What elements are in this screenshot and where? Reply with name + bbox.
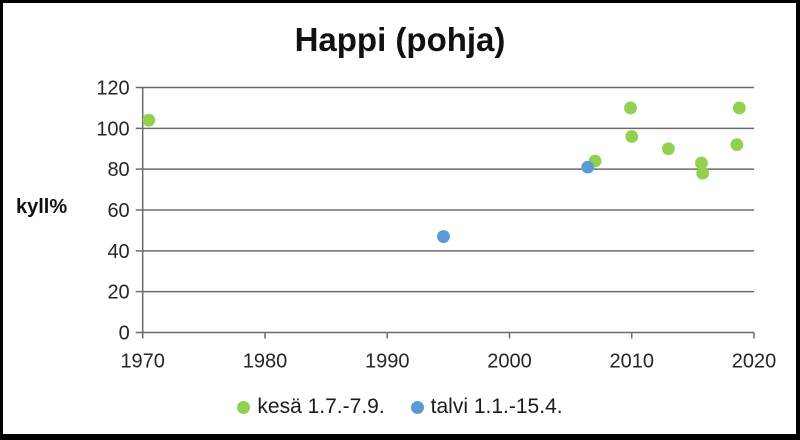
frame-border-left — [0, 0, 3, 440]
data-point-summer — [696, 166, 710, 180]
y-tick-label: 100 — [96, 118, 129, 140]
y-tick-label: 120 — [96, 78, 129, 100]
x-tick-label: 2020 — [732, 351, 777, 373]
data-point-summer — [732, 101, 746, 115]
data-point-winter — [437, 230, 450, 243]
y-axis-label: kyll% — [16, 196, 68, 218]
data-point-summer — [624, 101, 637, 115]
data-point-summer — [142, 113, 156, 127]
x-tick-label: 2010 — [609, 351, 654, 373]
x-tick-label: 2000 — [487, 351, 532, 373]
x-tick-label: 1980 — [243, 351, 288, 373]
data-point-summer — [730, 138, 744, 152]
frame-border-right — [796, 0, 800, 440]
frame-border-bottom — [0, 434, 800, 440]
y-tick-label: 60 — [107, 200, 129, 222]
y-tick-label: 80 — [107, 159, 129, 181]
y-tick-label: 0 — [119, 323, 130, 345]
data-point-summer — [625, 130, 639, 143]
legend-label-summer: kesä 1.7.-7.9. — [257, 395, 385, 418]
legend-label-winter: talvi 1.1.-15.4. — [430, 395, 563, 418]
y-tick-label: 20 — [107, 282, 129, 304]
winter-series-marker-icon — [410, 400, 424, 414]
legend-item-summer: kesä 1.7.-7.9. — [237, 395, 385, 419]
x-tick-label: 1990 — [365, 351, 410, 373]
x-tick-label: 1970 — [120, 351, 165, 373]
data-point-winter — [581, 160, 595, 174]
legend-item-winter: talvi 1.1.-15.4. — [410, 395, 563, 419]
chart-title: Happi (pohja) — [294, 21, 506, 58]
legend: kesä 1.7.-7.9. talvi 1.1.-15.4. — [0, 395, 800, 419]
data-point-summer — [695, 156, 708, 170]
frame-border-top — [0, 0, 800, 3]
data-point-summer — [662, 142, 675, 156]
summer-series-marker-icon — [237, 400, 251, 414]
y-tick-label: 40 — [107, 241, 129, 263]
